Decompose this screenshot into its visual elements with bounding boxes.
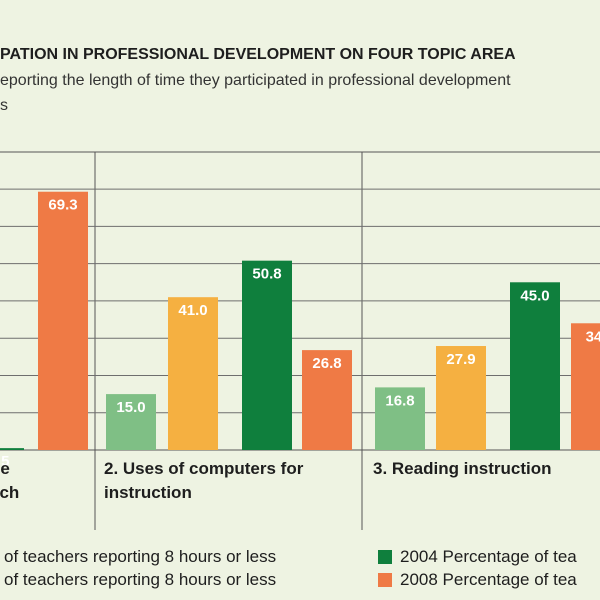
- bar: [242, 260, 292, 450]
- chart-subtitle-line-2: s: [0, 97, 8, 114]
- category-label: 3. Reading instruction: [373, 459, 552, 478]
- bar-value-label: 50.8: [252, 266, 281, 283]
- bar: [571, 323, 600, 450]
- chart-subtitle-line-1: eporting the length of time they partici…: [0, 72, 511, 89]
- bar: [106, 394, 156, 450]
- legend-swatch: [378, 550, 392, 564]
- bar-value-label: 69.3: [48, 197, 77, 214]
- bar: [0, 448, 24, 450]
- bar-value-label: 16.8: [385, 392, 414, 409]
- bar-value-label: 26.8: [312, 355, 341, 372]
- bar: [375, 387, 425, 450]
- legend-swatch: [378, 573, 392, 587]
- bar-value-label: 45.0: [520, 287, 549, 304]
- bar-value-label: 0.5: [0, 453, 9, 470]
- bar: [38, 191, 88, 450]
- bar: [510, 282, 560, 450]
- bar-value-label: 41.0: [178, 302, 207, 319]
- category-label: instruction: [104, 483, 192, 502]
- category-label: ach: [0, 483, 19, 502]
- bar: [436, 346, 486, 450]
- bar-value-label: 34.: [586, 328, 600, 345]
- legend-label: of teachers reporting 8 hours or less: [4, 547, 276, 566]
- bar-value-label: 15.0: [116, 399, 145, 416]
- bar: [168, 297, 218, 450]
- bar: [302, 350, 352, 450]
- category-label: 2. Uses of computers for: [104, 459, 304, 478]
- category-label: he: [0, 459, 10, 478]
- chart-title: PATION IN PROFESSIONAL DEVELOPMENT ON FO…: [0, 46, 516, 63]
- bar-value-label: 27.9: [446, 351, 475, 368]
- legend-label: 2008 Percentage of tea: [400, 570, 577, 589]
- legend-label: of teachers reporting 8 hours or less: [4, 570, 276, 589]
- legend-label: 2004 Percentage of tea: [400, 547, 577, 566]
